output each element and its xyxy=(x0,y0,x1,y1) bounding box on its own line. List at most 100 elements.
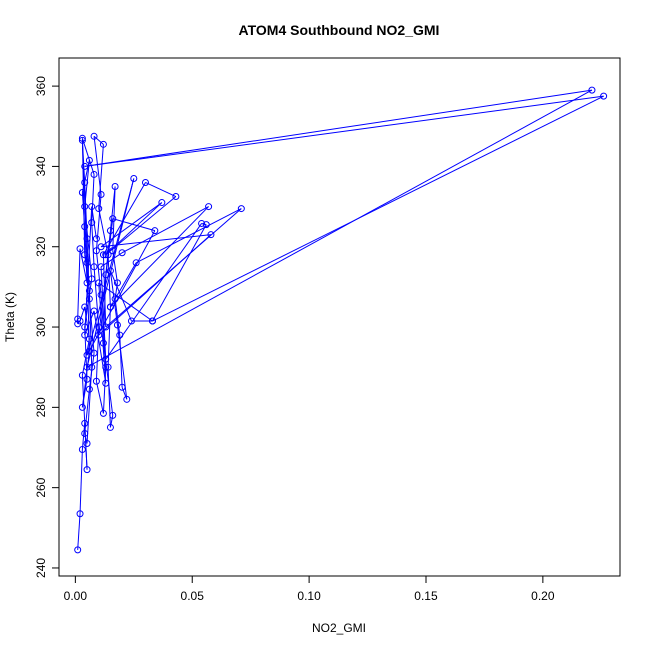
data-point xyxy=(78,403,86,411)
data-point xyxy=(95,323,103,331)
y-tick-label: 260 xyxy=(34,477,48,497)
series-segment xyxy=(84,206,93,336)
data-point xyxy=(78,136,86,144)
data-point xyxy=(151,227,159,235)
data-point xyxy=(102,271,110,279)
y-axis: 240 260 280 300 320 340 360 xyxy=(34,76,60,578)
series-segment xyxy=(98,144,104,209)
series-segment xyxy=(95,250,102,295)
data-point xyxy=(74,546,82,554)
data-point xyxy=(92,377,100,385)
y-tick-label: 360 xyxy=(34,76,48,96)
series-segment xyxy=(84,95,604,167)
data-point xyxy=(123,395,131,403)
series-segment xyxy=(91,222,95,267)
data-point xyxy=(113,279,121,287)
x-tick-label: 0.00 xyxy=(64,589,88,603)
plot-frame xyxy=(58,57,621,577)
data-point xyxy=(90,170,98,178)
series-segment xyxy=(100,252,123,268)
data-point xyxy=(90,132,98,140)
data-point xyxy=(104,251,112,259)
data-point xyxy=(109,215,117,223)
data-point xyxy=(95,279,103,287)
series-segment xyxy=(105,202,163,256)
data-point xyxy=(78,134,86,142)
data-point xyxy=(83,466,91,474)
data-point xyxy=(81,223,89,231)
data-point xyxy=(106,267,114,275)
series-segment xyxy=(79,449,83,514)
data-point xyxy=(92,235,100,243)
data-point xyxy=(102,251,110,259)
data-point xyxy=(205,203,213,211)
data-point xyxy=(99,339,107,347)
data-point xyxy=(88,219,96,227)
data-point xyxy=(85,295,93,303)
data-point xyxy=(102,323,110,331)
data-point xyxy=(78,446,86,454)
data-point xyxy=(92,247,100,255)
data-point xyxy=(99,251,107,259)
data-point xyxy=(141,178,149,186)
data-point xyxy=(106,423,114,431)
data-point xyxy=(198,219,206,227)
data-point xyxy=(81,251,89,259)
data-point xyxy=(90,263,98,271)
x-axis: 0.00 0.05 0.10 0.15 0.20 xyxy=(64,575,555,603)
series-segment xyxy=(121,387,128,400)
data-point xyxy=(158,199,166,207)
data-point xyxy=(97,243,105,251)
series-segment xyxy=(107,254,111,307)
x-axis-label: NO2_GMI xyxy=(312,621,366,635)
data-point xyxy=(88,363,96,371)
series-segment xyxy=(95,381,104,414)
series-segment xyxy=(109,262,137,308)
series-segment xyxy=(145,182,177,197)
data-point xyxy=(83,259,91,267)
series-segment xyxy=(84,254,90,291)
data-point xyxy=(588,86,596,94)
data-point xyxy=(149,317,156,325)
data-point xyxy=(81,178,89,186)
series-segment xyxy=(201,222,207,226)
data-point xyxy=(106,227,114,235)
x-tick-label: 0.20 xyxy=(531,589,555,603)
series-segment xyxy=(91,174,95,223)
x-tick-label: 0.05 xyxy=(181,589,205,603)
series-segment xyxy=(109,270,118,326)
series-segment xyxy=(98,282,153,322)
x-tick-label: 0.10 xyxy=(297,589,321,603)
series-segment xyxy=(135,208,242,264)
series-segment xyxy=(86,178,135,368)
data-point xyxy=(97,263,105,271)
data-point xyxy=(90,307,98,315)
data-point xyxy=(85,385,93,393)
data-point xyxy=(74,315,82,323)
data-point xyxy=(111,182,119,190)
series-segment xyxy=(77,513,81,550)
series-segment xyxy=(105,223,202,360)
data-point xyxy=(106,303,114,311)
data-point xyxy=(97,191,105,199)
series-segment xyxy=(93,310,107,384)
data-point xyxy=(81,419,89,427)
chart-title: ATOM4 Southbound NO2_GMI xyxy=(239,22,440,38)
data-point xyxy=(104,363,112,371)
data-point xyxy=(88,203,96,211)
series-segment xyxy=(93,266,100,328)
series-segment xyxy=(102,182,146,256)
series-segment xyxy=(86,89,593,368)
data-point xyxy=(85,156,93,164)
series-segment xyxy=(152,224,207,322)
series-segment xyxy=(84,310,95,336)
data-point xyxy=(81,331,89,339)
data-point xyxy=(90,349,98,357)
data-point xyxy=(113,321,121,329)
data-point xyxy=(81,162,89,170)
data-point xyxy=(85,347,93,355)
series-segment xyxy=(93,135,104,145)
series-segment xyxy=(79,248,88,283)
data-point xyxy=(81,429,89,437)
